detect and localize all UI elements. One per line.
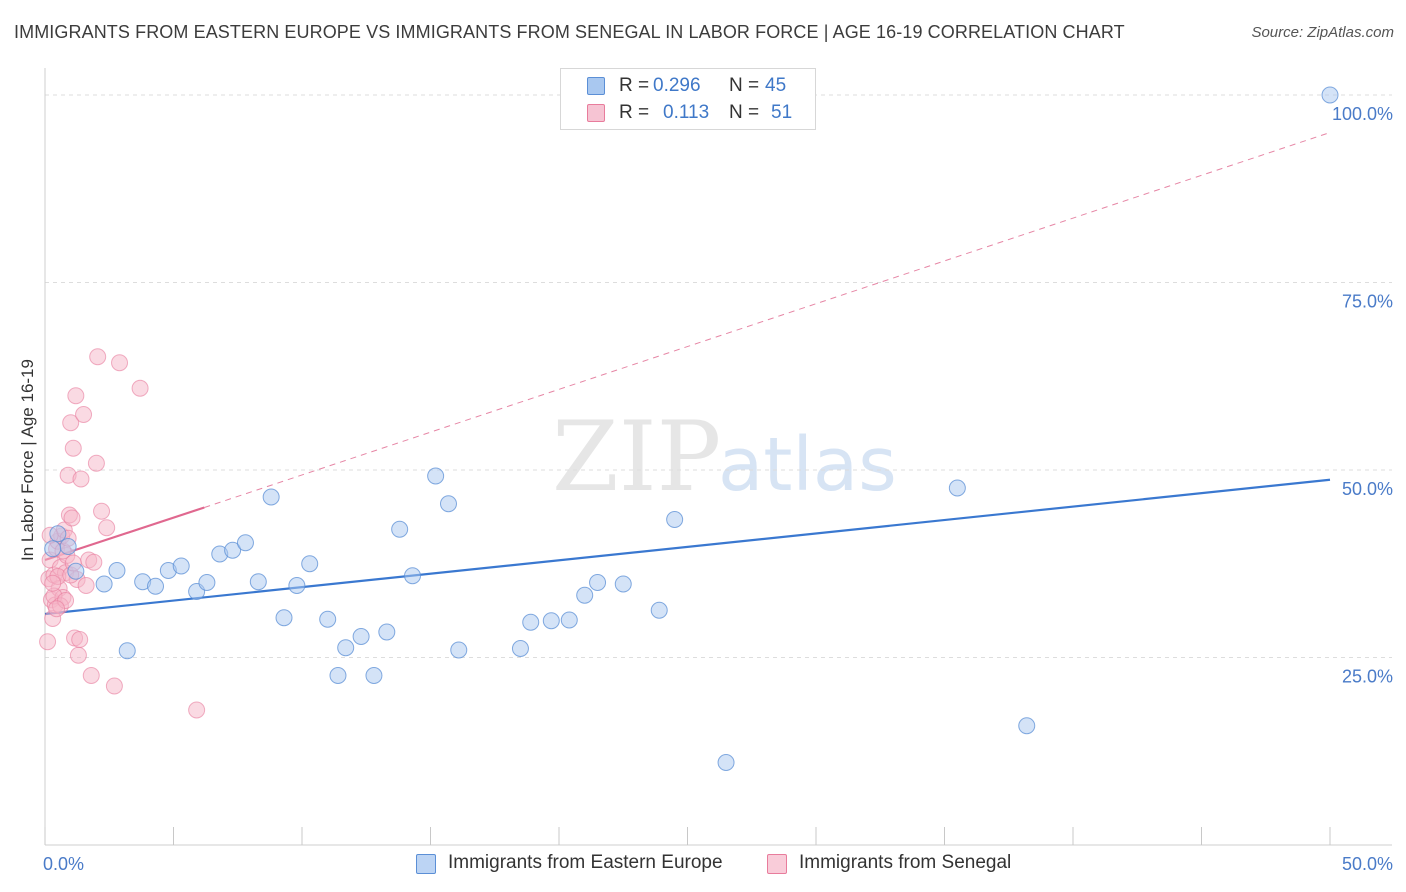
eastern-europe-point (249, 573, 267, 591)
eastern-europe-point (337, 639, 355, 657)
axes (44, 68, 1392, 846)
eastern-europe-point (948, 479, 966, 497)
legend-r-label: R = (619, 75, 650, 96)
senegal-point (82, 667, 100, 684)
zipatlas-watermark: ZIP atlas (552, 401, 897, 513)
chart-title: IMMIGRANTS FROM EASTERN EUROPE VS IMMIGR… (14, 22, 1125, 42)
senegal-point (105, 677, 123, 695)
eastern-europe-point (576, 586, 594, 604)
eastern-europe-point (365, 667, 383, 684)
senegal-point (98, 519, 116, 537)
legend-swatch-blue (587, 77, 605, 95)
senegal-point (188, 701, 206, 719)
senegal-point (131, 379, 149, 397)
senegal-point (75, 406, 93, 423)
senegal-point (39, 633, 57, 651)
watermark-atlas: atlas (718, 422, 897, 508)
chart-source: Source: ZipAtlas.com (1251, 24, 1394, 41)
eastern-europe-point (262, 488, 280, 506)
eastern-europe-point (522, 613, 540, 631)
legend-r-label: R = (619, 102, 650, 123)
series-legend-label: Immigrants from Senegal (799, 852, 1012, 873)
senegal-point (69, 646, 87, 664)
eastern-europe-point (427, 467, 445, 485)
senegal-point (111, 354, 129, 372)
senegal-point (89, 348, 107, 366)
eastern-europe-point (49, 525, 67, 543)
senegal-point (93, 502, 111, 520)
eastern-europe-point (650, 601, 668, 619)
series-legend-label: Immigrants from Eastern Europe (448, 852, 723, 873)
eastern-europe-point (589, 574, 607, 591)
legend-n-label: N = (729, 75, 760, 96)
eastern-europe-point (108, 562, 126, 579)
eastern-europe-point (329, 667, 347, 684)
eastern-europe-point (275, 609, 293, 627)
eastern-europe-point (614, 575, 632, 593)
series-swatch-pink (767, 854, 787, 874)
eastern-europe-point (95, 575, 113, 593)
y-tick-label: 50.0% (1342, 479, 1393, 499)
senegal-point (44, 574, 62, 592)
senegal-point (67, 387, 85, 405)
eastern-europe-point (224, 541, 242, 559)
eastern-europe-point (1321, 86, 1339, 104)
legend-swatch-pink (587, 104, 605, 122)
legend-n-value: 51 (771, 102, 793, 123)
eastern-europe-point (404, 567, 422, 585)
eastern-europe-point (1018, 717, 1036, 735)
eastern-europe-point (288, 577, 306, 594)
eastern-europe-point (378, 623, 396, 641)
senegal-point (85, 553, 103, 571)
eastern-europe-point (301, 555, 319, 573)
eastern-europe-point (319, 610, 337, 628)
senegal-point (77, 577, 95, 594)
series-swatch-blue (416, 854, 436, 874)
legend-n-value: 45 (765, 75, 787, 96)
eastern-europe-point (391, 520, 409, 538)
eastern-europe-point (450, 641, 468, 659)
y-tick-label: 25.0% (1342, 667, 1393, 687)
eastern-europe-point (67, 562, 85, 580)
eastern-europe-point (439, 495, 457, 513)
eastern-europe-point (118, 642, 136, 660)
eastern-europe-point (147, 577, 165, 595)
eastern-europe-point (59, 538, 77, 555)
eastern-europe-point (172, 557, 190, 575)
eastern-europe-point (560, 611, 578, 629)
eastern-europe-point (44, 540, 62, 558)
eastern-europe-point (236, 534, 254, 552)
senegal-point (63, 509, 81, 527)
correlation-legend: R = 0.296 N = 45 R = 0.113 N = 51 (560, 68, 816, 130)
eastern-europe-trend-line (44, 478, 1331, 616)
eastern-europe-point (511, 640, 529, 657)
senegal-point (48, 600, 66, 618)
eastern-europe-point (666, 511, 684, 528)
x-tick-label-min: 0.0% (43, 854, 84, 874)
eastern-europe-point (352, 628, 370, 645)
x-tick-label-max: 50.0% (1342, 854, 1393, 874)
y-tick-label: 100.0% (1332, 104, 1393, 124)
senegal-point (64, 439, 82, 457)
data-points (39, 86, 1339, 771)
grid-lines (45, 94, 1392, 658)
tick-labels: 25.0% 50.0% 75.0% 100.0% 0.0% 50.0% (43, 104, 1393, 874)
legend-r-value: 0.296 (653, 75, 701, 96)
legend-n-label: N = (729, 102, 760, 123)
y-tick-label: 75.0% (1342, 292, 1393, 312)
eastern-europe-point (717, 754, 735, 771)
eastern-europe-point (198, 574, 216, 591)
senegal-point (71, 631, 89, 648)
legend-r-value: 0.113 (663, 102, 710, 123)
senegal-point (87, 454, 105, 472)
senegal-point (72, 470, 90, 488)
eastern-europe-point (542, 612, 560, 630)
watermark-zip: ZIP (552, 401, 721, 513)
senegal-point (62, 414, 80, 432)
